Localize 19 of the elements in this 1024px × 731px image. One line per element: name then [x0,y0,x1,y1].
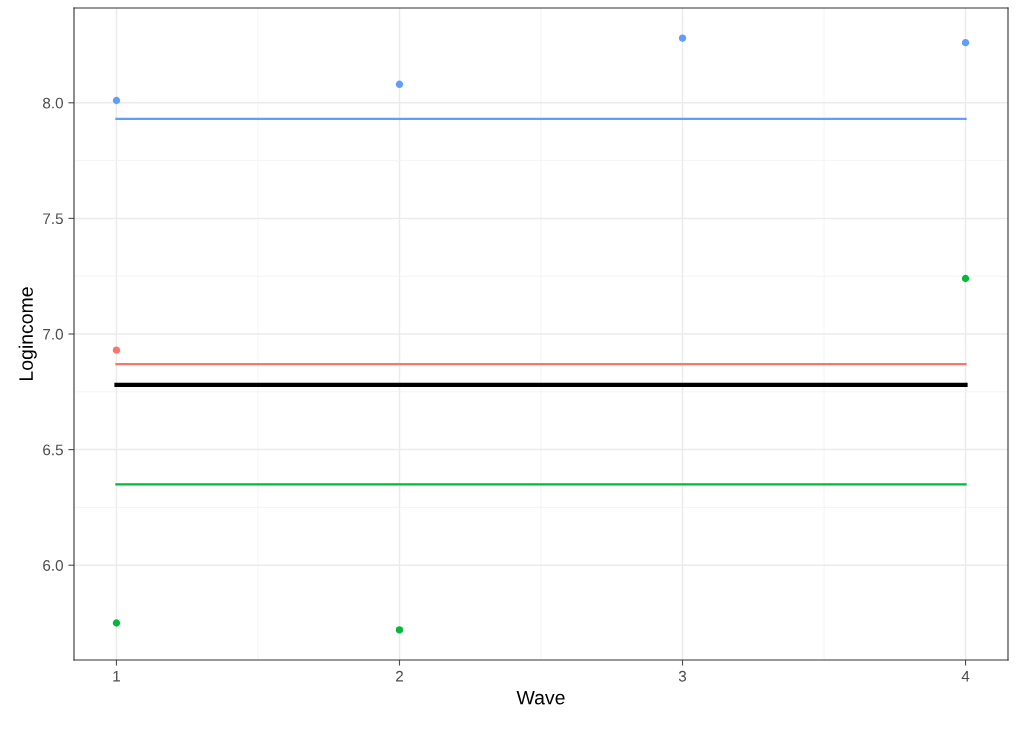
y-tick-label: 6.0 [43,560,63,571]
point [112,619,121,627]
y-tick-label: 7.0 [43,328,63,340]
point [395,80,404,88]
y-tick-label: 8.0 [43,97,63,109]
y-tick-label: 7.5 [43,213,63,225]
point [678,34,687,42]
point [961,274,970,283]
x-tick-label: 3 [678,670,687,682]
y-tick-label: 6.5 [43,444,63,456]
x-tick-label: 4 [961,670,970,682]
point [395,626,404,634]
x-tick-label: 1 [113,670,120,682]
x-axis-title: Wave [516,690,565,705]
x-tick-label: 2 [396,670,403,682]
point [112,96,121,105]
point [112,346,121,354]
y-axis-title: Logincome [18,287,37,380]
point [961,39,970,47]
